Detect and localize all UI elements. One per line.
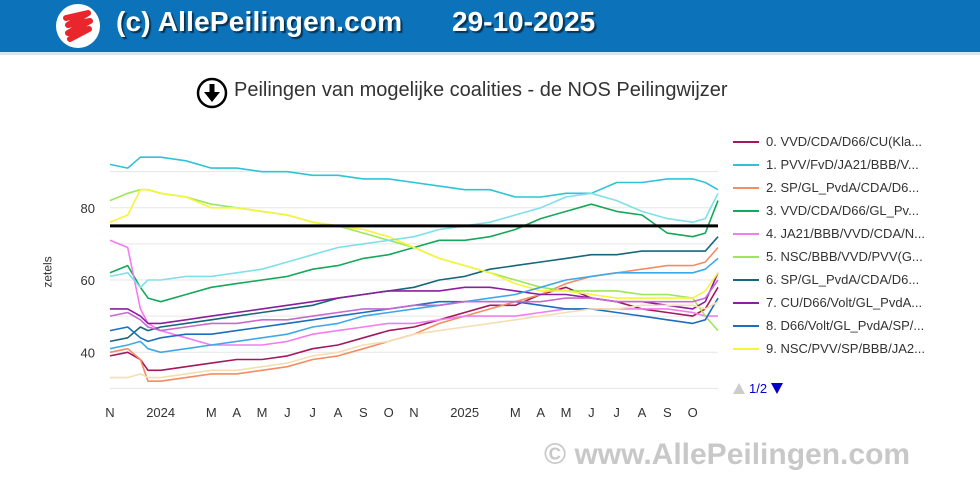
legend-swatch — [733, 255, 759, 258]
chart-title: Peilingen van mogelijke coalities - de N… — [234, 79, 728, 101]
header-bar — [0, 0, 980, 52]
x-tick-label: N — [409, 405, 418, 420]
series-line-1 — [109, 156, 719, 198]
legend-item[interactable]: 7. CU/D66/Volt/GL_PvdA... — [733, 291, 973, 314]
chart-legend: 0. VVD/CDA/D66/CU(Kla... 1. PVV/FvD/JA21/… — [733, 130, 973, 360]
site-title: (c) AllePeilingen.com — [116, 6, 403, 37]
series-line-3 — [109, 200, 719, 303]
x-tick-label: S — [663, 405, 672, 420]
legend-label: 8. D66/Volt/GL_PvdA/SP/... — [766, 318, 925, 333]
legend-swatch — [733, 163, 759, 166]
x-tick-label: A — [536, 405, 545, 420]
series-line-11 — [109, 192, 719, 289]
legend-item[interactable]: 2. SP/GL_PvdA/CDA/D6... — [733, 176, 973, 199]
legend-label: 1. PVV/FvD/JA21/BBB/V... — [766, 157, 919, 172]
series-line-13 — [109, 279, 719, 332]
y-tick-label: 40 — [81, 345, 95, 360]
pager-down-icon[interactable] — [771, 383, 784, 394]
header-date: 29-10-2025 — [452, 6, 596, 37]
legend-item[interactable]: 0. VVD/CDA/D66/CU(Kla... — [733, 130, 973, 153]
legend-label: 5. NSC/BBB/VVD/PVV(G... — [766, 249, 923, 264]
header-divider — [0, 52, 980, 55]
legend-swatch — [733, 186, 759, 189]
x-tick-label: J — [613, 405, 620, 420]
legend-swatch — [733, 209, 759, 212]
legend-item[interactable]: 4. JA21/BBB/VVD/CDA/N... — [733, 222, 973, 245]
watermark: © www.AllePeilingen.com — [544, 438, 911, 471]
legend-label: 7. CU/D66/Volt/GL_PvdA... — [766, 295, 923, 310]
series-line-12 — [110, 301, 719, 379]
legend-label: 9. NSC/PVV/SP/BBB/JA2... — [766, 341, 925, 356]
legend-item[interactable]: 1. PVV/FvD/JA21/BBB/V... — [733, 153, 973, 176]
legend-label: 3. VVD/CDA/D66/GL_Pv... — [766, 203, 919, 218]
logo-icon — [56, 4, 100, 48]
series-line-4 — [109, 239, 718, 346]
series-line-0 — [109, 286, 719, 372]
legend-item[interactable]: 3. VVD/CDA/D66/GL_Pv... — [733, 199, 973, 222]
x-tick-label: S — [359, 405, 368, 420]
legend-label: 6. SP/GL_PvdA/CDA/D6... — [766, 272, 920, 287]
legend-label: 2. SP/GL_PvdA/CDA/D6... — [766, 180, 920, 195]
legend-item[interactable]: 6. SP/GL_PvdA/CDA/D6... — [733, 268, 973, 291]
x-tick-label: M — [206, 405, 217, 420]
x-tick-label: J — [284, 405, 291, 420]
legend-swatch — [733, 324, 759, 327]
pager-label: 1/2 — [749, 381, 768, 396]
series-line-10 — [109, 257, 719, 354]
legend-swatch — [733, 140, 759, 143]
x-tick-label: N — [105, 405, 114, 420]
y-tick-label: 80 — [81, 201, 95, 216]
series-line-6 — [109, 236, 719, 343]
legend-swatch — [733, 278, 759, 281]
pager-up-icon[interactable] — [733, 383, 745, 394]
x-tick-label: M — [561, 405, 572, 420]
x-tick-label: J — [588, 405, 595, 420]
legend-item[interactable]: 8. D66/Volt/GL_PvdA/SP/... — [733, 314, 973, 337]
legend-pager: 1/2 — [733, 381, 784, 396]
legend-label: 4. JA21/BBB/VVD/CDA/N... — [766, 226, 925, 241]
legend-swatch — [733, 347, 759, 350]
legend-item[interactable]: 5. NSC/BBB/VVD/PVV(G... — [733, 245, 973, 268]
x-tick-label: O — [384, 405, 394, 420]
series-line-9 — [109, 188, 719, 299]
x-tick-label: 2025 — [450, 405, 479, 420]
x-tick-label: A — [232, 405, 241, 420]
x-tick-label: M — [510, 405, 521, 420]
y-tick-label: 60 — [81, 273, 95, 288]
legend-swatch — [733, 232, 759, 235]
legend-swatch — [733, 301, 759, 304]
x-tick-label: M — [257, 405, 268, 420]
x-tick-label: A — [638, 405, 647, 420]
legend-label: 0. VVD/CDA/D66/CU(Kla... — [766, 134, 923, 149]
x-tick-label: 2024 — [146, 405, 175, 420]
x-tick-label: O — [688, 405, 698, 420]
x-tick-label: A — [334, 405, 343, 420]
download-icon[interactable] — [196, 77, 228, 109]
legend-item[interactable]: 9. NSC/PVV/SP/BBB/JA2... — [733, 337, 973, 360]
x-tick-label: J — [309, 405, 316, 420]
